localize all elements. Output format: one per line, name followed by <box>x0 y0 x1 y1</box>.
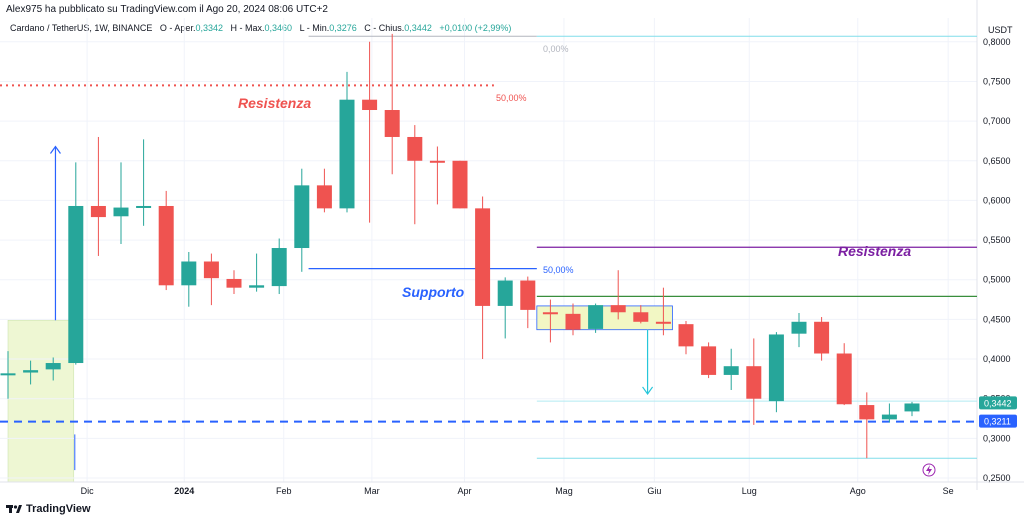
candle-body <box>723 366 739 375</box>
x-tick-label: Dic <box>81 486 94 496</box>
candle-body <box>158 205 174 286</box>
consolidation-zone <box>536 305 673 331</box>
price-label-text: 0,3211 <box>984 417 1011 427</box>
candle-body <box>678 324 694 347</box>
x-tick-label: Se <box>943 486 954 496</box>
price-label-text: 0,3442 <box>984 398 1012 408</box>
candle-body <box>136 205 152 208</box>
candle-body <box>23 370 39 373</box>
y-tick-label: 0,5500 <box>983 235 1011 245</box>
candle-body <box>45 363 61 370</box>
candle-body <box>768 334 784 402</box>
candle-body <box>520 280 536 310</box>
candle-body <box>565 313 581 330</box>
candle-body <box>836 353 852 405</box>
flash-bolt-icon <box>926 465 932 475</box>
candle-body <box>407 136 423 161</box>
candle-body <box>633 312 649 322</box>
candle-body <box>271 248 287 287</box>
candle-body <box>203 261 219 279</box>
candle-body <box>475 208 491 306</box>
candle-body <box>68 205 84 364</box>
candle-body <box>610 305 626 313</box>
open-value: 0,3342 <box>195 23 223 33</box>
high-label: H - Max. <box>230 23 265 33</box>
currency-label: USDT <box>988 25 1013 35</box>
high-value: 0,3460 <box>264 23 293 33</box>
x-tick-label: 2024 <box>174 486 194 496</box>
y-tick-label: 0,4500 <box>983 314 1011 324</box>
y-tick-label: 0,7000 <box>983 116 1011 126</box>
symbol-name: Cardano / TetherUS, 1W, BINANCE <box>10 23 153 33</box>
x-tick-label: Mar <box>364 486 380 496</box>
resistance-label-purple: Resistenza <box>838 243 911 259</box>
candle-body <box>859 405 875 420</box>
candle-body <box>701 346 717 375</box>
left-demand-zone <box>7 319 75 483</box>
arrow-down-icon <box>642 386 654 395</box>
candle-body <box>588 305 604 329</box>
support-label: Supporto <box>402 284 465 300</box>
candle-body <box>429 160 445 163</box>
candle-body <box>542 312 558 315</box>
x-tick-label: Feb <box>276 486 292 496</box>
candle-body <box>90 205 106 218</box>
fib-50-label-blue: 50,00% <box>543 265 574 275</box>
y-tick-label: 0,6500 <box>983 156 1011 166</box>
candle-body <box>294 185 310 249</box>
tradingview-brand: TradingView <box>26 503 91 515</box>
candle-body <box>226 278 242 288</box>
fib-0-label: 0,00% <box>543 44 569 54</box>
candle-body <box>181 261 197 286</box>
y-tick-label: 0,6000 <box>983 195 1011 205</box>
close-value: 0,3442 <box>404 23 432 33</box>
candle-body <box>316 185 332 209</box>
change-value: +0,0100 (+2,99%) <box>439 23 512 33</box>
y-tick-label: 0,4000 <box>983 354 1011 364</box>
candle-body <box>791 321 807 334</box>
y-tick-label: 0,5000 <box>983 275 1011 285</box>
tradingview-logo-icon <box>6 505 22 513</box>
candle-body <box>113 207 129 217</box>
candle-body <box>249 285 265 288</box>
low-label: L - Min. <box>299 23 330 33</box>
low-value: 0,3276 <box>329 23 357 33</box>
x-tick-label: Ago <box>850 486 866 496</box>
x-tick-label: Lug <box>742 486 757 496</box>
candle-body <box>904 403 920 412</box>
candle-body <box>339 99 355 209</box>
y-tick-label: 0,7500 <box>983 76 1011 86</box>
candle-body <box>452 160 468 209</box>
resistance-label-red: Resistenza <box>238 95 311 111</box>
publish-info: Alex975 ha pubblicato su TradingView.com… <box>6 4 328 15</box>
symbol-legend: Cardano / TetherUS, 1W, BINANCE O - Aper… <box>10 23 511 33</box>
x-tick-label: Apr <box>458 486 472 496</box>
candle-body <box>655 321 671 324</box>
y-tick-label: 0,8000 <box>983 37 1011 47</box>
tradingview-footer: TradingView <box>6 503 91 515</box>
x-tick-label: Giu <box>647 486 661 496</box>
candle-body <box>881 414 897 420</box>
price-label-box <box>979 414 1017 428</box>
candle-body <box>384 110 400 137</box>
candle-body <box>0 373 16 376</box>
candle-body <box>746 366 762 399</box>
y-tick-label: 0,3000 <box>983 433 1011 443</box>
y-tick-label: 0,2500 <box>983 473 1011 483</box>
candle-body <box>814 321 830 354</box>
close-label: C - Chius. <box>364 23 405 33</box>
price-label-box <box>979 396 1017 410</box>
arrow-up-icon <box>49 145 61 154</box>
x-tick-label: Mag <box>555 486 573 496</box>
flash-icon <box>922 463 936 477</box>
candle-body <box>497 280 513 306</box>
candle-body <box>362 99 378 111</box>
fib-50-label-red: 50,00% <box>496 93 527 103</box>
open-label: O - Aper. <box>159 23 196 33</box>
